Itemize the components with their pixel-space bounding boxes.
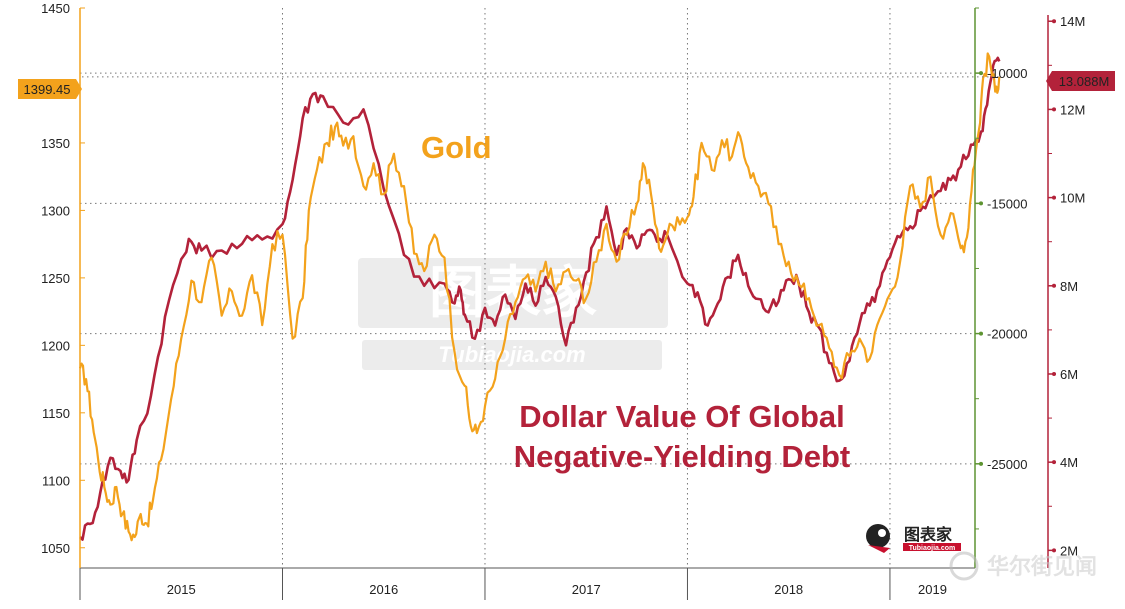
red-tick-dot bbox=[1052, 548, 1056, 553]
left-tick-label: 1100 bbox=[42, 473, 70, 488]
debt-price-tag: 13.088M bbox=[1046, 71, 1115, 91]
series-layer bbox=[78, 52, 1001, 542]
corner-logo-icon bbox=[949, 551, 979, 581]
red-tick-label: 14M bbox=[1060, 14, 1085, 29]
left-tick-label: 1300 bbox=[41, 203, 70, 218]
gold-line bbox=[78, 52, 1001, 542]
red-tick-label: 8M bbox=[1060, 279, 1078, 294]
red-tick-dot bbox=[1052, 371, 1056, 376]
red-tick-label: 12M bbox=[1060, 102, 1085, 117]
debt-annotation-line2: Negative-Yielding Debt bbox=[514, 439, 850, 474]
gold-price-tag-text: 1399.45 bbox=[24, 82, 71, 97]
left-tick-label: 1200 bbox=[41, 338, 70, 353]
year-label: 2018 bbox=[774, 582, 803, 597]
left-tick-label: 1250 bbox=[41, 271, 70, 286]
bottom-logo-en: Tubiaojia.com bbox=[909, 545, 956, 552]
bottom-logo-watermark: 图表家 Tubiaojia.com bbox=[866, 524, 961, 553]
year-label: 2019 bbox=[918, 582, 947, 597]
red-tick-label: 10M bbox=[1060, 191, 1085, 206]
green-axis-ticks: -10000 -15000 -20000 -25000 bbox=[975, 7, 1027, 530]
year-label: 2017 bbox=[572, 582, 601, 597]
red-axis-ticks: 2M 4M 6M 8M 10M 12M 14M bbox=[1048, 14, 1085, 558]
center-watermark: 图表家 Tubiaojia.com bbox=[358, 258, 668, 370]
red-tick-dot bbox=[1052, 195, 1056, 200]
green-tick-label: -20000 bbox=[987, 327, 1027, 342]
left-axis-ticks: 1050 1100 1150 1200 1250 1300 1350 1450 bbox=[41, 1, 85, 556]
year-label: 2015 bbox=[167, 582, 196, 597]
red-tick-dot bbox=[1052, 460, 1056, 465]
green-tick-dot bbox=[979, 461, 983, 466]
red-tick-label: 4M bbox=[1060, 455, 1078, 470]
debt-price-tag-text: 13.088M bbox=[1059, 74, 1110, 89]
left-tick-label: 1350 bbox=[41, 136, 70, 151]
x-axis-year-labels: 2015 2016 2017 2018 2019 bbox=[79, 568, 947, 600]
green-tick-dot bbox=[979, 201, 983, 206]
horizontal-grid bbox=[80, 72, 975, 465]
green-tick-dot bbox=[979, 71, 983, 76]
logo-icon bbox=[866, 524, 890, 548]
red-tick-label: 6M bbox=[1060, 367, 1078, 382]
green-tick-label: -10000 bbox=[987, 66, 1027, 81]
debt-annotation-line1: Dollar Value Of Global bbox=[519, 399, 845, 434]
left-tick-label: 1050 bbox=[41, 541, 70, 556]
corner-watermark-text: 华尔街见闻 bbox=[987, 554, 1097, 579]
vertical-grid bbox=[281, 8, 891, 568]
left-tick-label: 1450 bbox=[41, 1, 70, 16]
green-tick-label: -25000 bbox=[987, 457, 1027, 472]
green-tick-dot bbox=[979, 331, 983, 336]
left-tick-label: 1150 bbox=[42, 406, 70, 421]
year-label: 2016 bbox=[369, 582, 398, 597]
negative-yielding-debt-line bbox=[79, 56, 1001, 541]
red-tick-dot bbox=[1052, 107, 1056, 112]
corner-watermark: 华尔街见闻 bbox=[949, 551, 1097, 581]
bottom-logo-cn: 图表家 bbox=[904, 525, 953, 544]
red-tick-label: 2M bbox=[1060, 543, 1078, 558]
red-tick-dot bbox=[1052, 19, 1056, 24]
watermark-en-text: Tubiaojia.com bbox=[438, 342, 586, 367]
gold-price-tag: 1399.45 bbox=[18, 79, 82, 99]
red-tick-dot bbox=[1052, 283, 1056, 288]
green-tick-label: -15000 bbox=[987, 196, 1027, 211]
gold-annotation: Gold bbox=[421, 130, 492, 165]
